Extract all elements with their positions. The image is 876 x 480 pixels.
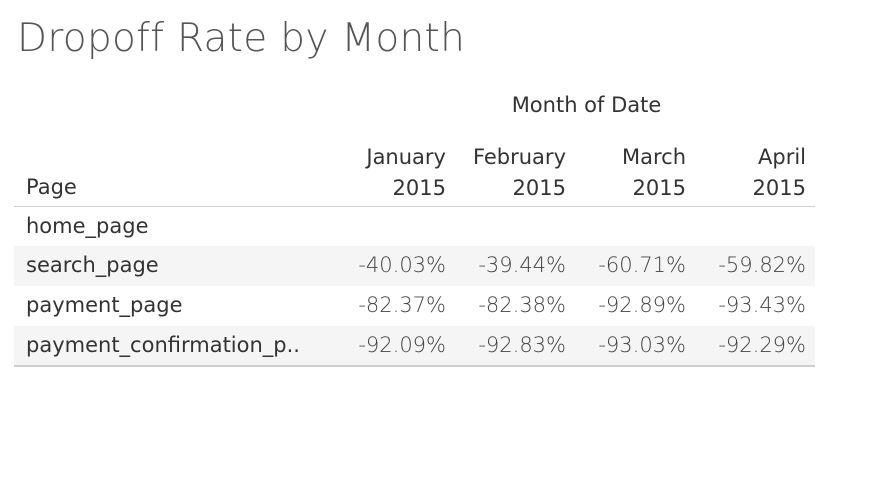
column-header-month: March <box>621 145 686 169</box>
table-cell: -82.38% <box>478 293 566 317</box>
table-cell: -93.03% <box>598 333 686 357</box>
table-cell: -82.37% <box>358 293 446 317</box>
table-row-payment-page: payment_page -82.37% -82.38% -92.89% -93… <box>14 286 815 326</box>
chart-title: Dropoff Rate by Month <box>17 16 466 61</box>
row-label: search_page <box>26 253 159 277</box>
table-cell: -59.82% <box>718 253 806 277</box>
row-header-label: Page <box>26 175 77 199</box>
row-label: payment_page <box>26 293 183 317</box>
column-header-april: April 2015 <box>688 142 806 204</box>
header-divider <box>14 206 815 207</box>
table-cell: -92.29% <box>718 333 806 357</box>
column-header-year: 2015 <box>632 176 686 200</box>
table-row-search-page: search_page -40.03% -39.44% -60.71% -59.… <box>14 246 815 286</box>
table-bottom-border <box>14 365 815 367</box>
table-cell: -92.89% <box>598 293 686 317</box>
column-header-month: January <box>366 145 446 169</box>
column-header-february: February 2015 <box>448 142 566 204</box>
row-label: home_page <box>26 214 149 238</box>
column-header-month: April <box>758 145 806 169</box>
column-header-january: January 2015 <box>328 142 446 204</box>
column-header-march: March 2015 <box>568 142 686 204</box>
table-cell: -40.03% <box>358 253 446 277</box>
column-header-year: 2015 <box>512 176 566 200</box>
column-header-month: February <box>472 145 566 169</box>
table-cell: -60.71% <box>598 253 686 277</box>
table-row-payment-confirmation-page: payment_confirmation_p.. -92.09% -92.83%… <box>14 326 815 366</box>
row-label: payment_confirmation_p.. <box>26 333 300 357</box>
table-cell: -92.09% <box>358 333 446 357</box>
table-cell: -93.43% <box>718 293 806 317</box>
column-header-year: 2015 <box>392 176 446 200</box>
table-row-home-page: home_page <box>14 207 815 247</box>
table-cell: -92.83% <box>478 333 566 357</box>
column-group-header: Month of Date <box>511 93 662 117</box>
column-header-year: 2015 <box>752 176 806 200</box>
table-cell: -39.44% <box>478 253 566 277</box>
